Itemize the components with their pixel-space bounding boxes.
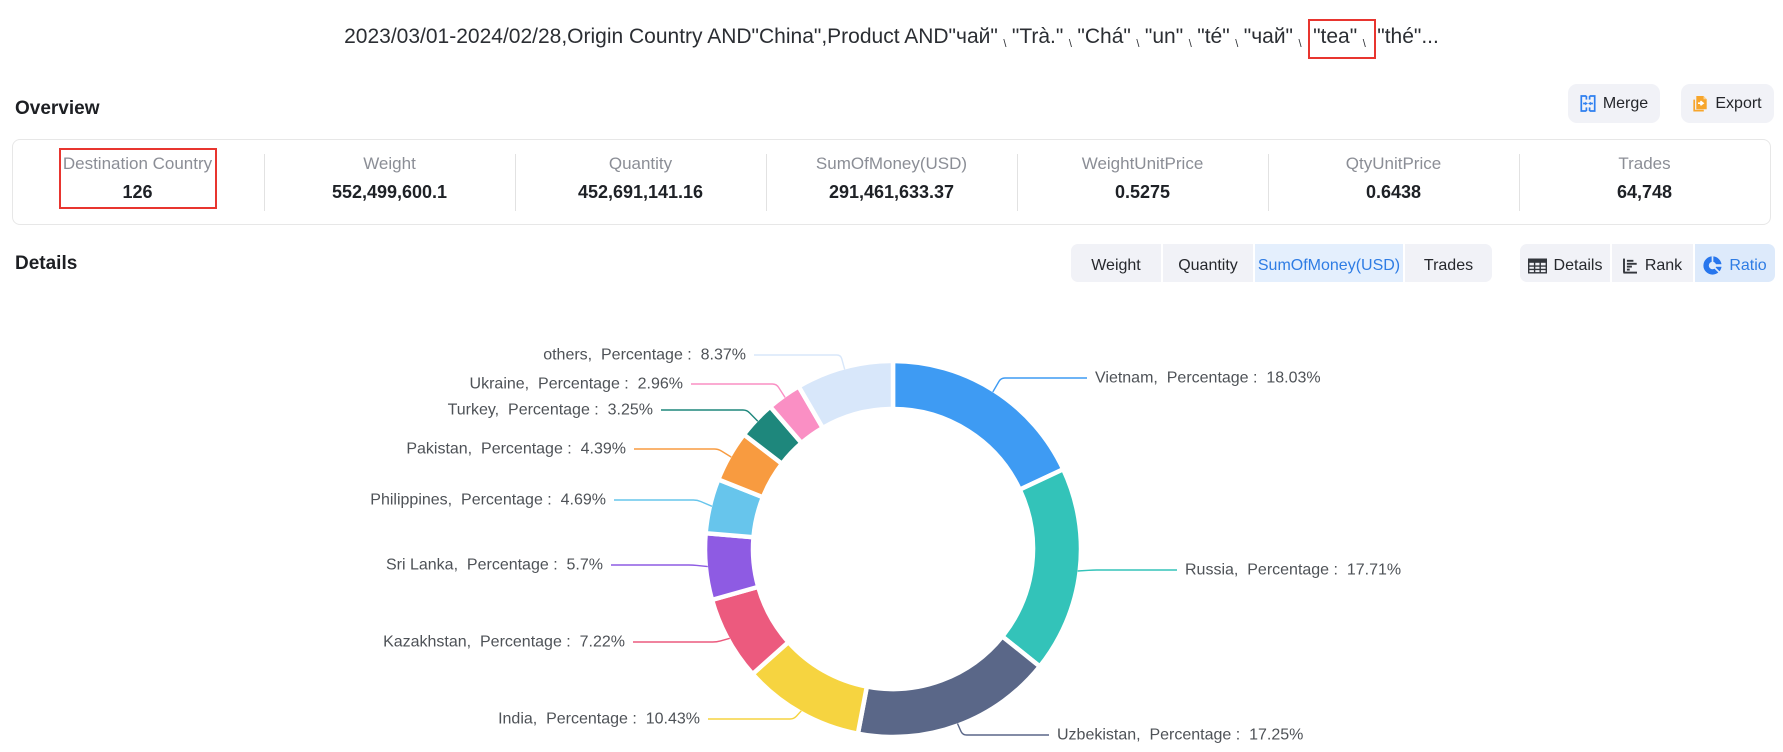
- svg-text:Pakistan, Percentage : 4.39%: Pakistan, Percentage : 4.39%: [406, 441, 626, 458]
- svg-text:Vietnam, Percentage : 18.03%: Vietnam, Percentage : 18.03%: [1095, 370, 1321, 387]
- svg-text:Sri Lanka, Percentage : 5.7%: Sri Lanka, Percentage : 5.7%: [386, 557, 603, 574]
- svg-text:Philippines, Percentage : 4.: Philippines, Percentage : 4.69%: [370, 492, 606, 509]
- svg-text:Uzbekistan, Percentage : 17.: Uzbekistan, Percentage : 17.25%: [1057, 727, 1303, 744]
- svg-text:Ukraine, Percentage : 2.96%: Ukraine, Percentage : 2.96%: [470, 376, 683, 393]
- svg-text:India, Percentage : 10.43%: India, Percentage : 10.43%: [498, 711, 700, 728]
- svg-text:Kazakhstan, Percentage : 7.2: Kazakhstan, Percentage : 7.22%: [383, 634, 625, 651]
- svg-text:Russia, Percentage : 17.71%: Russia, Percentage : 17.71%: [1185, 562, 1401, 579]
- svg-text:Turkey, Percentage : 3.25%: Turkey, Percentage : 3.25%: [448, 402, 653, 419]
- svg-text:others, Percentage : 8.37%: others, Percentage : 8.37%: [543, 347, 746, 364]
